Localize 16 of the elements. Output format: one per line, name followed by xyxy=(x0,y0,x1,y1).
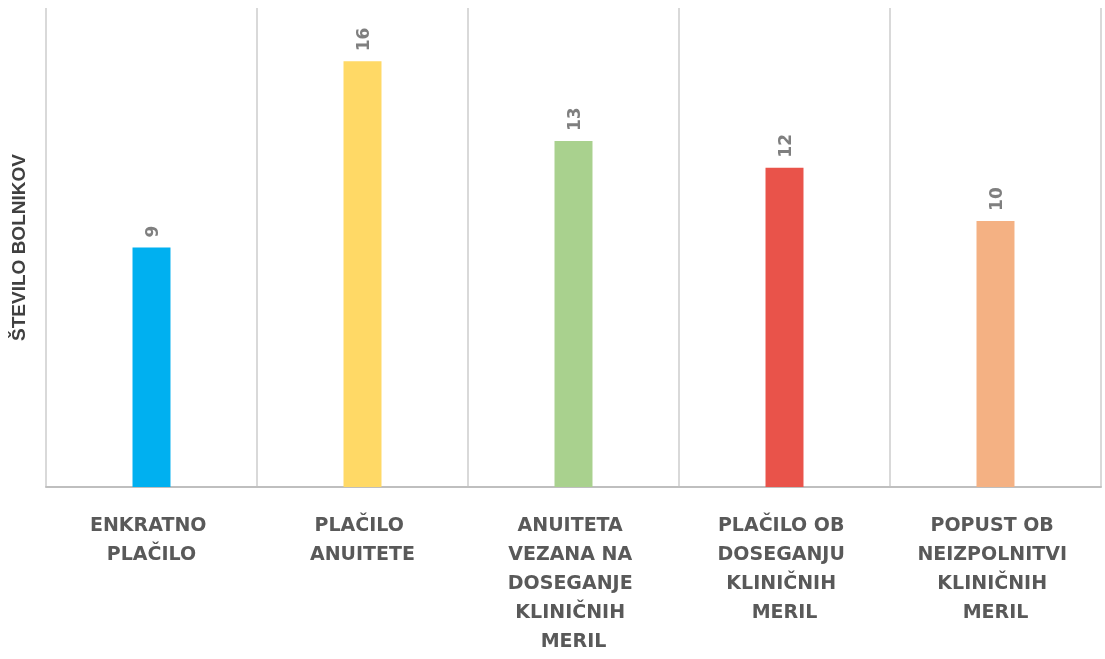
x-tick-label: PLAČILO ANUITETE xyxy=(310,511,415,564)
data-label: 12 xyxy=(774,133,795,158)
bar xyxy=(765,167,804,487)
x-tick-label: ENKRATNO PLAČILO xyxy=(89,512,214,564)
data-label: 16 xyxy=(352,27,373,52)
x-tick-label: PLAČILO OB DOSEGANJU KLINIČNIH MERIL xyxy=(717,511,852,622)
bar xyxy=(976,220,1015,487)
y-axis-title: ŠTEVILO BOLNIKOV xyxy=(8,153,29,341)
data-label: 9 xyxy=(141,225,162,238)
x-tick-label: ANUITETA VEZANA NA DOSEGANJE KLINIČNIH MERIL xyxy=(507,512,640,651)
data-label: 10 xyxy=(985,187,1006,211)
x-tick-label: POPUST OB NEIZPOLNITVI KLINIČNIH MERIL xyxy=(917,512,1074,622)
bar xyxy=(554,141,593,487)
data-label: 13 xyxy=(563,107,584,132)
bar xyxy=(132,247,171,487)
bar xyxy=(343,61,382,487)
